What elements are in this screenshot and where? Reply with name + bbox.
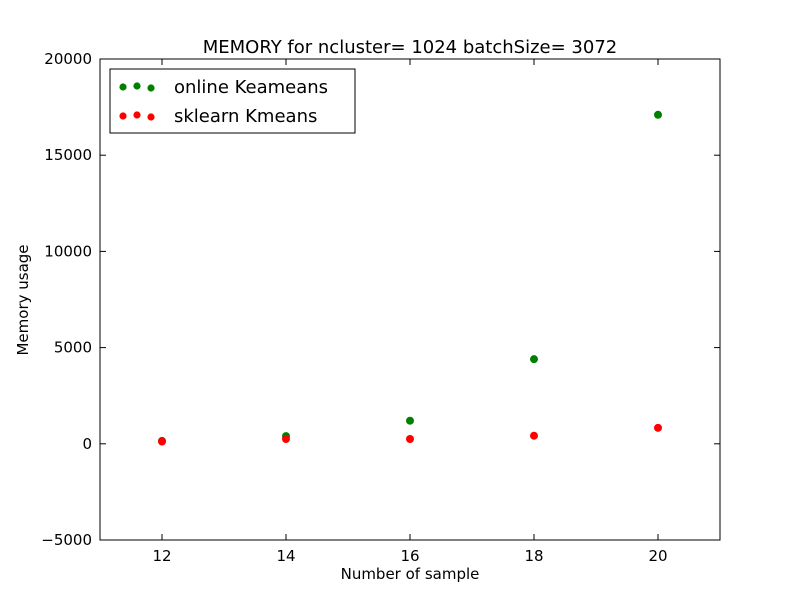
data-point-series-0: [530, 355, 538, 364]
x-tick-label: 16: [400, 547, 419, 565]
plot-frame: [99, 58, 721, 541]
y-tick-label: 0: [82, 435, 92, 453]
x-tick-label: 18: [524, 547, 543, 565]
x-tick-label: 12: [152, 547, 171, 565]
data-point-series-1: [158, 437, 166, 446]
y-tick-label: 20000: [44, 50, 92, 68]
legend-marker: [133, 111, 141, 119]
data-point-series-0: [654, 110, 662, 119]
x-tick-label: 14: [276, 547, 295, 565]
x-tick-label: 20: [648, 547, 667, 565]
axis-tick-labels: 12 14 16 18 20 −5000 0 5000 10000 15000 20000: [41, 50, 667, 565]
legend-label: online Keameans: [174, 77, 328, 98]
data-point-series-1: [282, 434, 290, 443]
y-tick-label: 10000: [44, 242, 92, 260]
y-tick-label: 15000: [44, 146, 92, 164]
data-point-series-1: [406, 434, 414, 443]
legend-marker: [119, 83, 127, 91]
legend-box: [109, 68, 356, 134]
legend-label: sklearn Kmeans: [174, 106, 317, 127]
data-point-series-1: [530, 431, 538, 440]
legend-marker: [133, 82, 141, 90]
legend-marker: [147, 84, 155, 92]
y-tick-label: −5000: [41, 531, 92, 549]
y-axis-label: Memory usage: [14, 244, 32, 355]
data-points: [158, 110, 662, 446]
chart-title: MEMORY for ncluster= 1024 batchSize= 307…: [203, 37, 617, 58]
y-tick-label: 5000: [54, 339, 92, 357]
data-point-series-0: [406, 416, 414, 425]
legend-marker: [147, 113, 155, 121]
data-point-series-1: [654, 423, 662, 432]
legend: online Keameans sklearn Kmeans: [109, 68, 356, 134]
x-axis-label: Number of sample: [341, 565, 480, 583]
legend-marker: [119, 112, 127, 120]
